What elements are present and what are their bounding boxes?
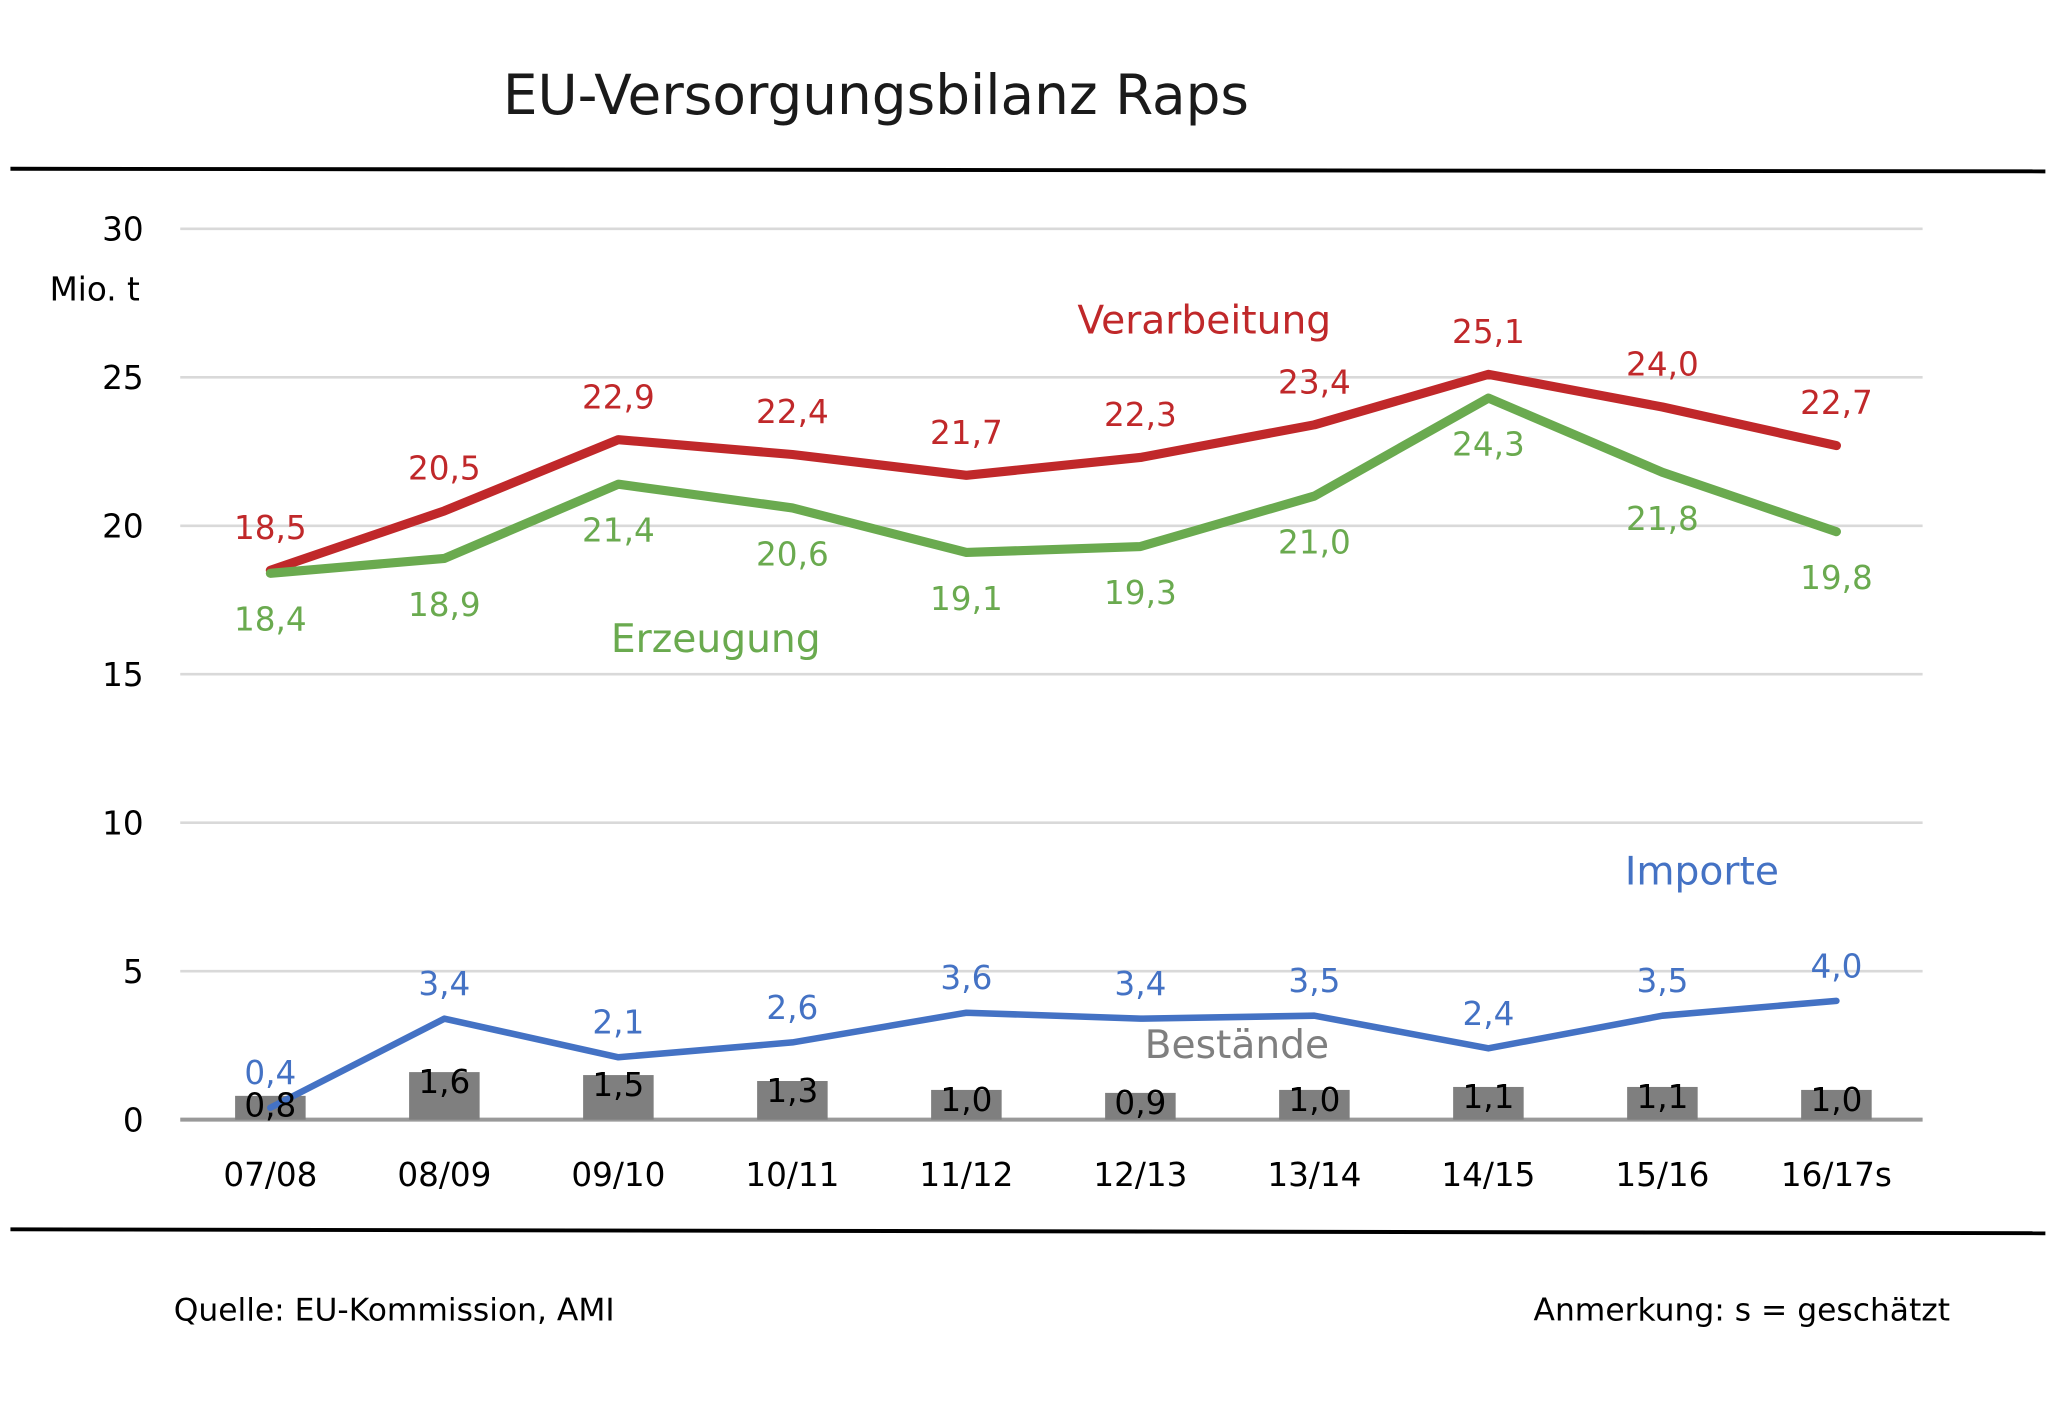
bar xyxy=(931,1089,1002,1120)
data-label: 21,8 xyxy=(1626,500,1699,538)
series-line xyxy=(267,997,1840,1112)
data-label: 21,7 xyxy=(930,414,1003,452)
bar-data-label: 1,5 xyxy=(592,1066,644,1104)
bar-data-label: 1,0 xyxy=(1288,1081,1340,1119)
y-tick-label: 15 xyxy=(102,656,144,694)
bottom-divider xyxy=(10,1227,2046,1236)
series-name-label: Erzeugung xyxy=(611,617,821,662)
x-tick-label: 07/08 xyxy=(223,1156,317,1194)
y-tick-label: 30 xyxy=(102,211,144,249)
data-label: 23,4 xyxy=(1278,363,1351,401)
bar xyxy=(583,1075,654,1120)
bars-bestaende xyxy=(235,1072,1872,1120)
y-tick-label: 20 xyxy=(102,508,144,546)
y-tick-label: 25 xyxy=(102,359,144,397)
y-tick-label: 5 xyxy=(123,953,144,991)
data-label: 3,5 xyxy=(1636,962,1688,1000)
data-label: 24,3 xyxy=(1452,426,1525,464)
data-label: 18,5 xyxy=(234,509,307,547)
grid: 0 5 10 15 20 25 30 xyxy=(102,211,1923,1139)
bar-data-label: 1,6 xyxy=(418,1063,470,1101)
data-label: 3,5 xyxy=(1288,962,1340,1000)
x-tick-label: 16/17s xyxy=(1781,1156,1892,1194)
data-label: 2,4 xyxy=(1462,995,1514,1033)
bar xyxy=(757,1081,828,1120)
data-label: 3,4 xyxy=(418,965,470,1003)
series-line xyxy=(265,369,1841,575)
data-label: 2,6 xyxy=(766,989,818,1027)
x-tick-label: 13/14 xyxy=(1267,1156,1361,1194)
bar-data-label: 1,1 xyxy=(1636,1078,1688,1116)
bar xyxy=(1801,1089,1872,1120)
bar xyxy=(409,1072,480,1120)
lines xyxy=(265,369,1841,1112)
source-note: Quelle: EU-Kommission, AMI xyxy=(174,1293,615,1329)
x-tick-label: 08/09 xyxy=(397,1156,491,1194)
data-label: 19,8 xyxy=(1800,559,1873,597)
data-label: 25,1 xyxy=(1452,313,1525,351)
bar-data-label: 1,3 xyxy=(766,1072,818,1110)
y-axis-label: Mio. t xyxy=(50,271,140,309)
series-line xyxy=(265,393,1841,578)
x-tick-label: 14/15 xyxy=(1441,1156,1535,1194)
data-label: 18,9 xyxy=(408,586,481,624)
bar xyxy=(1279,1089,1350,1120)
x-tick-label: 10/11 xyxy=(745,1156,839,1194)
chart-title: EU-Versorgungsbilanz Raps xyxy=(503,63,1249,127)
data-label: 22,9 xyxy=(582,378,655,416)
estimate-note: Anmerkung: s = geschätzt xyxy=(1534,1293,1951,1329)
data-label: 22,7 xyxy=(1800,384,1873,422)
bar-data-label: 1,1 xyxy=(1462,1078,1514,1116)
data-label: 22,4 xyxy=(756,393,829,431)
data-label: 19,1 xyxy=(930,580,1003,618)
data-label: 4,0 xyxy=(1810,947,1862,985)
x-tick-label: 11/12 xyxy=(919,1156,1013,1194)
data-label: 0,4 xyxy=(244,1054,296,1092)
y-tick-label: 0 xyxy=(123,1101,144,1139)
data-label: 22,3 xyxy=(1104,396,1177,434)
bar-data-label: 0,8 xyxy=(244,1087,296,1125)
bar-data-label: 1,0 xyxy=(1810,1081,1862,1119)
bar-data-label: 0,9 xyxy=(1114,1084,1166,1122)
bar-data-label: 1,0 xyxy=(940,1081,992,1119)
data-label: 19,3 xyxy=(1104,574,1177,612)
x-tick-label: 15/16 xyxy=(1615,1156,1709,1194)
x-tick-label: 09/10 xyxy=(571,1156,665,1194)
data-label: 24,0 xyxy=(1626,346,1699,384)
y-tick-label: 10 xyxy=(102,804,144,842)
series-labels: Verarbeitung Erzeugung Importe Bestände xyxy=(611,298,1779,1068)
data-label: 20,6 xyxy=(756,535,829,573)
bar xyxy=(1105,1092,1176,1120)
x-tick-label: 12/13 xyxy=(1093,1156,1187,1194)
data-label: 18,4 xyxy=(234,601,307,639)
top-divider xyxy=(10,166,2046,174)
series-name-label: Importe xyxy=(1625,850,1779,895)
bar xyxy=(1627,1086,1698,1120)
data-label: 21,0 xyxy=(1278,524,1351,562)
data-label: 3,6 xyxy=(940,959,992,997)
data-label: 2,1 xyxy=(592,1004,644,1042)
data-labels: 18,5 20,5 22,9 22,4 21,7 22,3 23,4 25,1 24,0 22,7… xyxy=(234,313,1873,1125)
data-label: 3,4 xyxy=(1114,965,1166,1003)
bar xyxy=(1453,1086,1524,1120)
series-name-label: Verarbeitung xyxy=(1077,298,1331,343)
x-axis-ticks: 07/08 08/09 09/10 10/11 11/12 12/13 13/14 14/15… xyxy=(223,1156,1892,1194)
series-name-label: Bestände xyxy=(1145,1023,1330,1068)
data-label: 20,5 xyxy=(408,450,481,488)
data-label: 21,4 xyxy=(582,512,655,550)
